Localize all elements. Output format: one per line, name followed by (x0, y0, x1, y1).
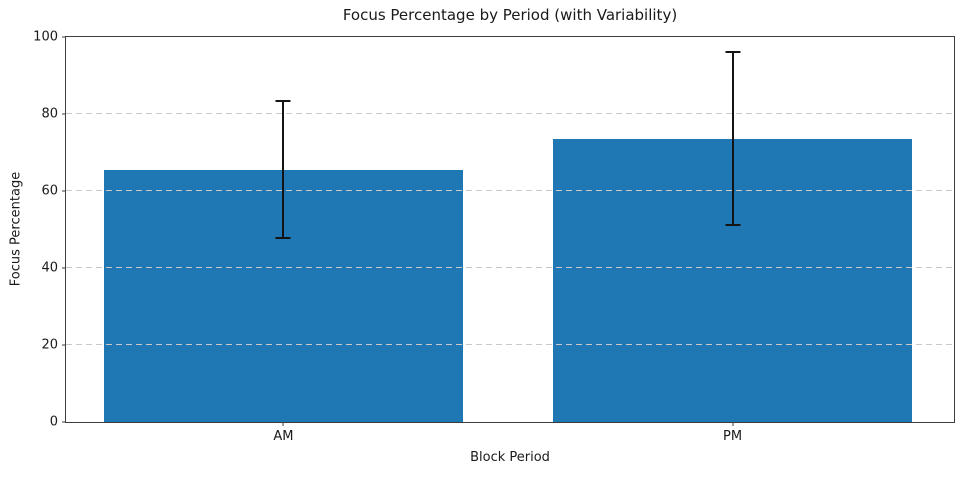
y-tick-label: 40 (41, 260, 58, 276)
y-tick-label: 100 (33, 29, 58, 45)
x-tick-mark (282, 422, 284, 426)
grid-line (66, 113, 954, 114)
chart-title: Focus Percentage by Period (with Variabi… (342, 6, 678, 24)
y-tick-mark (62, 344, 66, 346)
error-bar-am (282, 101, 285, 239)
y-tick-mark (62, 113, 66, 115)
x-tick-label-pm: PM (723, 429, 743, 444)
grid-line (66, 267, 954, 268)
plot-area: Block Period 0 20 40 60 80 100 AM PM (33, 30, 955, 465)
error-bar-pm (731, 52, 734, 226)
y-tick-label: 0 (49, 414, 58, 430)
x-tick-mark (732, 422, 734, 426)
grid-line (66, 190, 954, 191)
y-tick-mark (62, 421, 66, 423)
error-bar-cap (725, 51, 741, 54)
y-tick-label: 20 (41, 337, 58, 353)
y-axis-label: Focus Percentage (8, 171, 24, 287)
y-tick-label: 80 (41, 106, 58, 122)
error-bar-cap (725, 224, 741, 227)
y-tick-label: 60 (41, 183, 58, 199)
grid-line (66, 344, 954, 345)
y-tick-mark (62, 36, 66, 38)
error-bar-cap (275, 100, 291, 103)
x-axis-label: Block Period (470, 450, 550, 465)
y-tick-mark (62, 267, 66, 269)
x-tick-label-am: AM (273, 429, 294, 444)
error-bar-cap (275, 237, 291, 240)
y-tick-mark (62, 190, 66, 192)
